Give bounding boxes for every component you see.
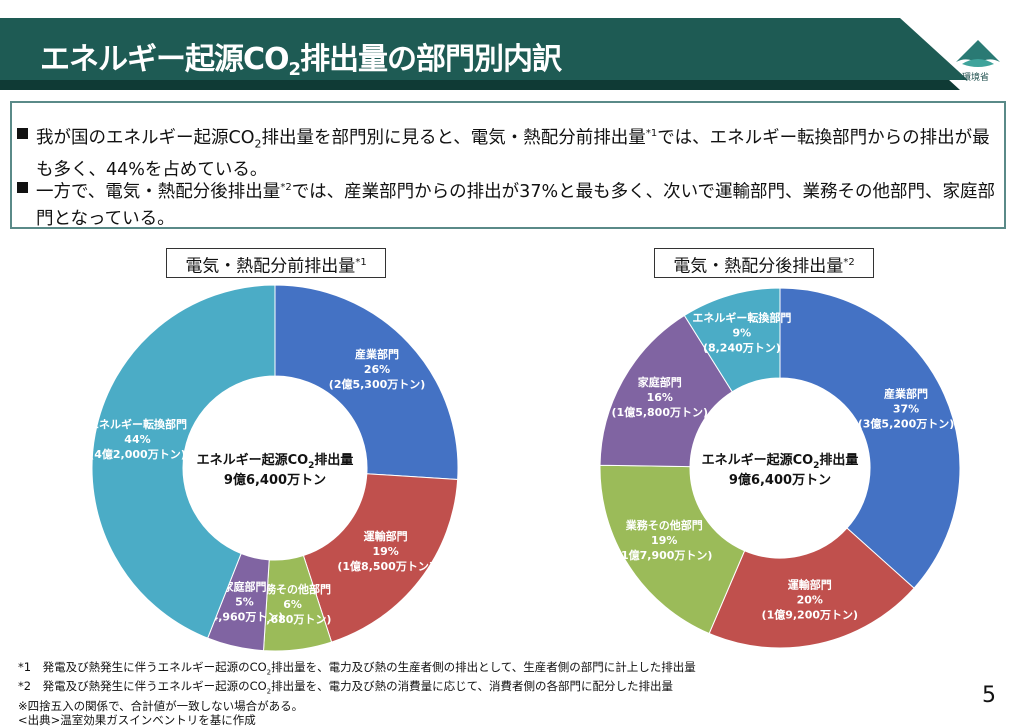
footnote-3: ※四捨五入の関係で、合計値が一致しない場合がある。 [18, 698, 304, 713]
slice-label-1: 運輸部門 20% (1億9,200万トン) [762, 578, 859, 622]
slice-label-3: 家庭部門 5% (4,960万トン) [206, 580, 284, 624]
footnotes: *1 発電及び熱発生に伴うエネルギー起源のCO2排出量を、電力及び熱の生産者側の… [18, 660, 918, 727]
slice-1 [302, 473, 459, 643]
summary-bullet-1: 我が国のエネルギー起源CO2排出量を部門別に見ると、電気・熱配分前排出量*1では… [17, 120, 996, 184]
summary-bullet-2: 一方で、電気・熱配分後排出量*2では、産業部門からの排出が37%と最も多く、次い… [17, 174, 996, 233]
chart-title-after: 電気・熱配分後排出量*2 [654, 248, 874, 278]
slice-3 [599, 314, 733, 468]
center-label: エネルギー起源CO2排出量 [702, 452, 859, 471]
slice-0 [274, 284, 459, 481]
slice-label-1: 運輸部門 19% (1億8,500万トン) [337, 529, 434, 573]
ministry-logo-icon [956, 40, 1000, 67]
bullet-square-icon [17, 128, 28, 139]
donut-chart-after: 産業部門 37% (3億5,200万トン) 運輸部門 20% (1億9,200万トン) 業務… [599, 287, 961, 649]
summary-box: 我が国のエネルギー起源CO2排出量を部門別に見ると、電気・熱配分前排出量*1では… [10, 101, 1006, 229]
chart-title-before: 電気・熱配分前排出量*1 [166, 248, 386, 278]
slice-label-2: 業務その他部門 6% (5,680万トン) [253, 582, 331, 626]
slice-label-4: エネルギー転換部門 9% (8,240万トン) [692, 310, 791, 354]
slice-label-0: 産業部門 37% (3億5,200万トン) [858, 387, 955, 431]
footnote-1: *1 発電及び熱発生に伴うエネルギー起源のCO2排出量を、電力及び熱の生産者側の… [18, 660, 696, 677]
center-label: エネルギー起源CO2排出量 [197, 452, 354, 471]
slice-label-3: 家庭部門 16% (1億5,800万トン) [612, 375, 709, 419]
slice-0 [779, 287, 961, 589]
slice-2 [599, 464, 746, 635]
slice-1 [708, 527, 915, 649]
slice-4 [91, 284, 276, 639]
bullet-square-icon [17, 182, 28, 193]
logo-text: 環境省 [962, 73, 990, 83]
title-banner [0, 18, 968, 90]
center-value: 9億6,400万トン [224, 472, 326, 488]
donut-chart-before: 産業部門 26% (2億5,300万トン) 運輸部門 19% (1億8,500万トン)業務… [88, 284, 459, 652]
footnote-source: <出典>温室効果ガスインベントリを基に作成 [18, 712, 256, 727]
page-title: エネルギー起源CO2排出量の部門別内訳 [40, 42, 562, 80]
slice-label-0: 産業部門 26% (2億5,300万トン) [329, 347, 426, 391]
slice-label-2: 業務その他部門 19% (1億7,900万トン) [616, 518, 713, 562]
footnote-2: *2 発電及び熱発生に伴うエネルギー起源のCO2排出量を、電力及び熱の消費量に応… [18, 679, 674, 696]
page-number: 5 [982, 683, 996, 708]
center-value: 9億6,400万トン [729, 472, 831, 488]
slice-label-4: エネルギー転換部門 44% (4億2,000万トン) [88, 417, 187, 461]
slice-4 [683, 287, 781, 393]
